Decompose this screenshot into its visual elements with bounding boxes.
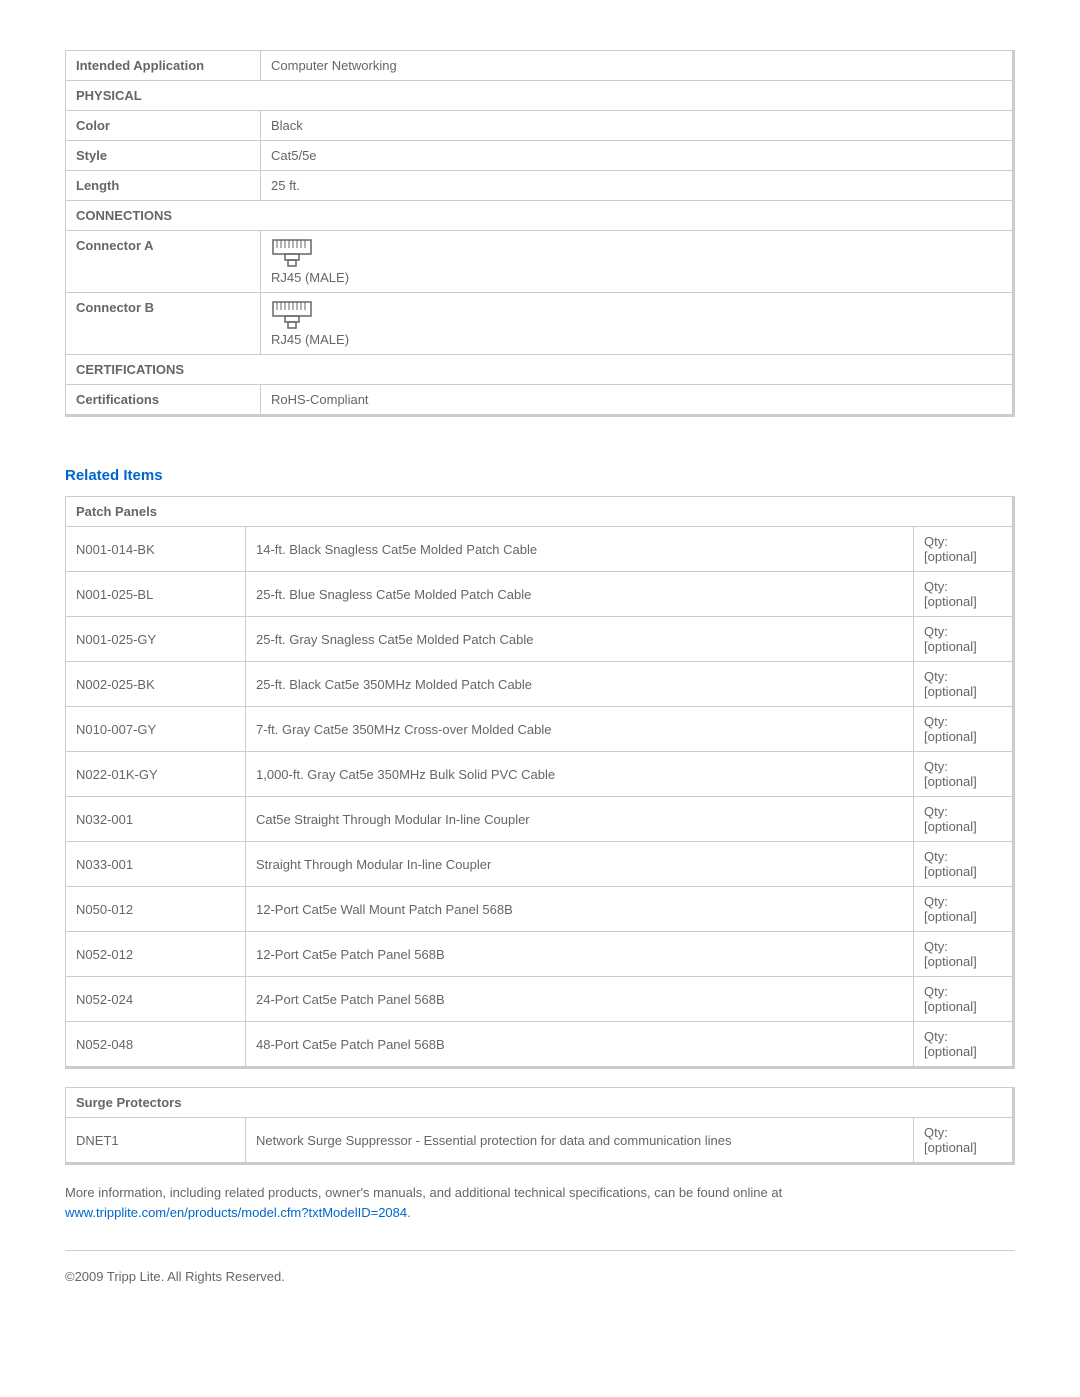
related-sku: N050-012	[66, 887, 246, 932]
related-desc: 12-Port Cat5e Wall Mount Patch Panel 568…	[246, 887, 914, 932]
related-qty: Qty: [optional]	[914, 1022, 1014, 1068]
spec-label: Intended Application	[66, 51, 261, 81]
related-qty: Qty: [optional]	[914, 887, 1014, 932]
related-sku: N010-007-GY	[66, 707, 246, 752]
related-desc: 25-ft. Black Cat5e 350MHz Molded Patch C…	[246, 662, 914, 707]
spec-row-color: Color Black	[66, 111, 1014, 141]
table-row: N010-007-GY7-ft. Gray Cat5e 350MHz Cross…	[66, 707, 1014, 752]
footer-rule	[65, 1250, 1015, 1251]
related-qty: Qty: [optional]	[914, 662, 1014, 707]
spec-value: 25 ft.	[261, 171, 1014, 201]
table-row: N002-025-BK25-ft. Black Cat5e 350MHz Mol…	[66, 662, 1014, 707]
spec-row-connector-a: Connector A RJ45 (MALE)	[66, 231, 1014, 293]
related-desc: 25-ft. Gray Snagless Cat5e Molded Patch …	[246, 617, 914, 662]
related-desc: 14-ft. Black Snagless Cat5e Molded Patch…	[246, 527, 914, 572]
related-qty: Qty: [optional]	[914, 617, 1014, 662]
related-qty: Qty: [optional]	[914, 527, 1014, 572]
related-sku: N022-01K-GY	[66, 752, 246, 797]
spec-row-certifications: Certifications RoHS-Compliant	[66, 385, 1014, 416]
related-desc: 1,000-ft. Gray Cat5e 350MHz Bulk Solid P…	[246, 752, 914, 797]
related-desc: 12-Port Cat5e Patch Panel 568B	[246, 932, 914, 977]
spec-section-certifications: CERTIFICATIONS	[66, 355, 1014, 385]
connector-value-text: RJ45 (MALE)	[271, 332, 349, 347]
related-sku: N001-025-GY	[66, 617, 246, 662]
spec-value: Cat5/5e	[261, 141, 1014, 171]
spec-label: Length	[66, 171, 261, 201]
related-qty: Qty: [optional]	[914, 977, 1014, 1022]
table-row: N052-04848-Port Cat5e Patch Panel 568BQt…	[66, 1022, 1014, 1068]
more-info-prefix: More information, including related prod…	[65, 1185, 782, 1200]
related-sku: N001-025-BL	[66, 572, 246, 617]
spec-row-length: Length 25 ft.	[66, 171, 1014, 201]
connector-value-text: RJ45 (MALE)	[271, 270, 349, 285]
related-sku: DNET1	[66, 1118, 246, 1164]
related-qty: Qty: [optional]	[914, 572, 1014, 617]
table-row: N032-001Cat5e Straight Through Modular I…	[66, 797, 1014, 842]
spec-row-style: Style Cat5/5e	[66, 141, 1014, 171]
table-row: DNET1Network Surge Suppressor - Essentia…	[66, 1118, 1014, 1164]
related-sku: N052-048	[66, 1022, 246, 1068]
spec-value-connector: RJ45 (MALE)	[261, 231, 1014, 293]
related-qty: Qty: [optional]	[914, 1118, 1014, 1164]
copyright-text: ©2009 Tripp Lite. All Rights Reserved.	[65, 1269, 1015, 1284]
spec-row-intended-application: Intended Application Computer Networking	[66, 51, 1014, 81]
related-sku: N002-025-BK	[66, 662, 246, 707]
section-header-label: CONNECTIONS	[66, 201, 1014, 231]
table-row: N022-01K-GY1,000-ft. Gray Cat5e 350MHz B…	[66, 752, 1014, 797]
more-info-text: More information, including related prod…	[65, 1183, 1015, 1222]
related-sku: N052-024	[66, 977, 246, 1022]
related-desc: 25-ft. Blue Snagless Cat5e Molded Patch …	[246, 572, 914, 617]
spec-label: Color	[66, 111, 261, 141]
table-row: N001-025-BL25-ft. Blue Snagless Cat5e Mo…	[66, 572, 1014, 617]
related-desc: Cat5e Straight Through Modular In-line C…	[246, 797, 914, 842]
surge-protectors-table: Surge Protectors DNET1Network Surge Supp…	[65, 1087, 1015, 1165]
section-header-label: CERTIFICATIONS	[66, 355, 1014, 385]
table-row: N033-001Straight Through Modular In-line…	[66, 842, 1014, 887]
patch-panels-header-row: Patch Panels	[66, 497, 1014, 527]
spec-label: Connector B	[66, 293, 261, 355]
spec-label: Certifications	[66, 385, 261, 416]
spec-table: Intended Application Computer Networking…	[65, 50, 1015, 417]
spec-value: Black	[261, 111, 1014, 141]
related-desc: 7-ft. Gray Cat5e 350MHz Cross-over Molde…	[246, 707, 914, 752]
related-sku: N052-012	[66, 932, 246, 977]
table-row: N050-01212-Port Cat5e Wall Mount Patch P…	[66, 887, 1014, 932]
patch-panels-header: Patch Panels	[66, 497, 1014, 527]
related-desc: 48-Port Cat5e Patch Panel 568B	[246, 1022, 914, 1068]
related-qty: Qty: [optional]	[914, 932, 1014, 977]
related-qty: Qty: [optional]	[914, 752, 1014, 797]
related-sku: N032-001	[66, 797, 246, 842]
section-header-label: PHYSICAL	[66, 81, 1014, 111]
spec-section-connections: CONNECTIONS	[66, 201, 1014, 231]
rj45-icon	[271, 238, 313, 268]
related-desc: Straight Through Modular In-line Coupler	[246, 842, 914, 887]
table-row: N052-02424-Port Cat5e Patch Panel 568BQt…	[66, 977, 1014, 1022]
spec-value-connector: RJ45 (MALE)	[261, 293, 1014, 355]
table-row: N052-01212-Port Cat5e Patch Panel 568BQt…	[66, 932, 1014, 977]
related-sku: N033-001	[66, 842, 246, 887]
spec-label: Connector A	[66, 231, 261, 293]
table-row: N001-025-GY25-ft. Gray Snagless Cat5e Mo…	[66, 617, 1014, 662]
surge-protectors-header: Surge Protectors	[66, 1088, 1014, 1118]
more-info-link[interactable]: www.tripplite.com/en/products/model.cfm?…	[65, 1205, 407, 1220]
related-desc: 24-Port Cat5e Patch Panel 568B	[246, 977, 914, 1022]
spec-section-physical: PHYSICAL	[66, 81, 1014, 111]
spec-label: Style	[66, 141, 261, 171]
related-sku: N001-014-BK	[66, 527, 246, 572]
spec-value: Computer Networking	[261, 51, 1014, 81]
table-row: N001-014-BK14-ft. Black Snagless Cat5e M…	[66, 527, 1014, 572]
related-qty: Qty: [optional]	[914, 797, 1014, 842]
related-desc: Network Surge Suppressor - Essential pro…	[246, 1118, 914, 1164]
spec-value: RoHS-Compliant	[261, 385, 1014, 416]
rj45-icon	[271, 300, 313, 330]
related-qty: Qty: [optional]	[914, 707, 1014, 752]
surge-protectors-header-row: Surge Protectors	[66, 1088, 1014, 1118]
related-items-heading: Related Items	[65, 467, 1015, 484]
spec-row-connector-b: Connector B RJ45 (MALE)	[66, 293, 1014, 355]
patch-panels-table: Patch Panels N001-014-BK14-ft. Black Sna…	[65, 496, 1015, 1069]
related-qty: Qty: [optional]	[914, 842, 1014, 887]
